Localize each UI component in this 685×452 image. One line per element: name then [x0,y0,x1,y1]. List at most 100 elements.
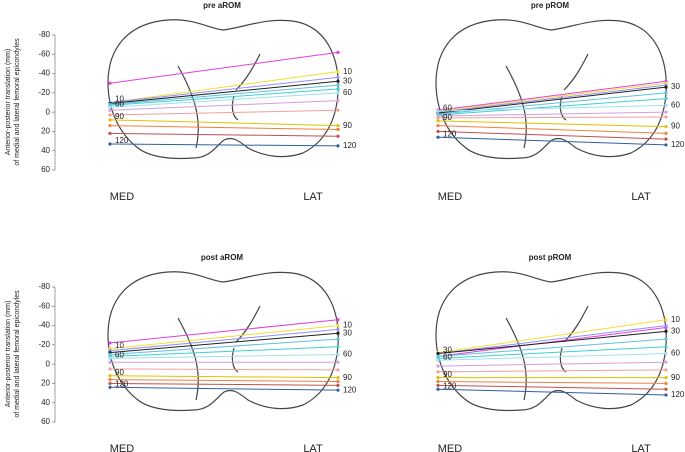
lat-marker [664,323,668,328]
med-line-label: 60 [115,350,124,359]
series-line [437,116,667,119]
lat-marker [664,337,668,341]
lat-marker [336,124,340,128]
lat-marker [664,137,668,141]
med-marker [108,381,112,386]
med-line-label: 90 [115,112,124,121]
y-axis-label: of medial and lateral femoral epicondyle… [14,290,21,418]
lat-marker [664,103,668,107]
med-marker [436,364,440,368]
series-line [109,92,339,108]
y-tick-label: -80 [38,30,50,39]
lat-marker [336,323,340,328]
series-line [437,86,667,114]
med-line-label: 120 [443,129,457,138]
med-marker [108,377,112,382]
lat-marker [664,393,668,397]
series-line [437,111,667,117]
lat-marker [336,327,340,332]
lat-marker [664,97,668,101]
med-line-label: 120 [443,381,457,390]
lat-line-label: 60 [343,350,352,359]
y-tick-label: 20 [41,379,50,388]
x-category-label: MED [438,191,463,203]
series-line [109,51,339,84]
med-marker [436,351,440,356]
med-marker [436,124,440,128]
lat-marker [664,110,668,114]
lat-marker [336,79,340,83]
med-marker [436,370,440,374]
lat-marker [336,70,340,74]
lat-line-label: 60 [343,88,352,97]
series-line [437,125,667,134]
panel-title: pre pROM [531,1,570,10]
series-line [437,319,667,354]
med-line-label: 90 [115,368,124,377]
med-marker [108,105,112,109]
y-tick-label: -60 [38,49,50,58]
lat-marker [336,134,340,138]
med-line-label: 120 [115,379,129,388]
series-line [437,120,667,128]
series-line [109,382,339,386]
lat-line-label: 90 [343,373,352,382]
series-line [109,119,339,127]
series-line [109,325,339,350]
series-line [437,104,667,112]
lat-marker [664,368,668,372]
lat-line-label: 10 [343,321,352,330]
knee-groove [505,317,527,401]
med-line-label: 10 [115,341,124,350]
med-marker [436,358,440,362]
lat-marker [664,387,668,391]
series-line [109,88,339,106]
x-category-label: MED [438,443,463,452]
lat-marker [336,50,340,54]
series-line [437,84,667,113]
series-line [109,84,339,105]
y-tick-label: 0 [46,359,51,368]
med-marker [108,356,112,360]
lat-marker [664,85,668,89]
med-marker [108,374,112,378]
knee-outline [107,19,339,160]
med-marker [108,131,112,135]
series-line [109,143,339,147]
series-line [109,80,339,104]
series-line [437,346,667,359]
x-category-label: MED [110,443,135,452]
y-tick-label: -40 [38,321,50,330]
med-marker [108,341,112,345]
series-line [109,332,339,354]
med-line-label: 90 [443,370,452,379]
series-line [109,100,339,111]
series-line [437,330,667,355]
lat-marker [336,379,340,384]
lat-line-label: 10 [671,315,680,324]
med-line-label: 60 [443,352,452,361]
med-line-label: 10 [115,95,124,104]
y-tick-label: 60 [41,417,50,426]
panel-title: post aROM [201,253,244,262]
lat-line-label: 60 [671,349,680,358]
med-marker [436,387,440,391]
med-marker [436,135,440,139]
lat-marker [336,87,340,91]
lat-marker [336,376,340,380]
y-axis-label: Anterior-posterior translation (mm) [5,301,12,408]
lat-line-label: 30 [671,326,680,335]
series-line [109,71,339,103]
series-line [437,325,667,355]
series-line [437,338,667,357]
med-line-label: 30 [443,346,452,355]
lat-line-label: 120 [671,390,685,399]
knee-outline [435,19,667,160]
series-line [437,388,667,396]
lat-line-label: 120 [343,141,357,150]
series-line [109,132,339,137]
series-line [109,319,339,344]
lat-marker [664,329,668,333]
series-line [437,384,667,390]
